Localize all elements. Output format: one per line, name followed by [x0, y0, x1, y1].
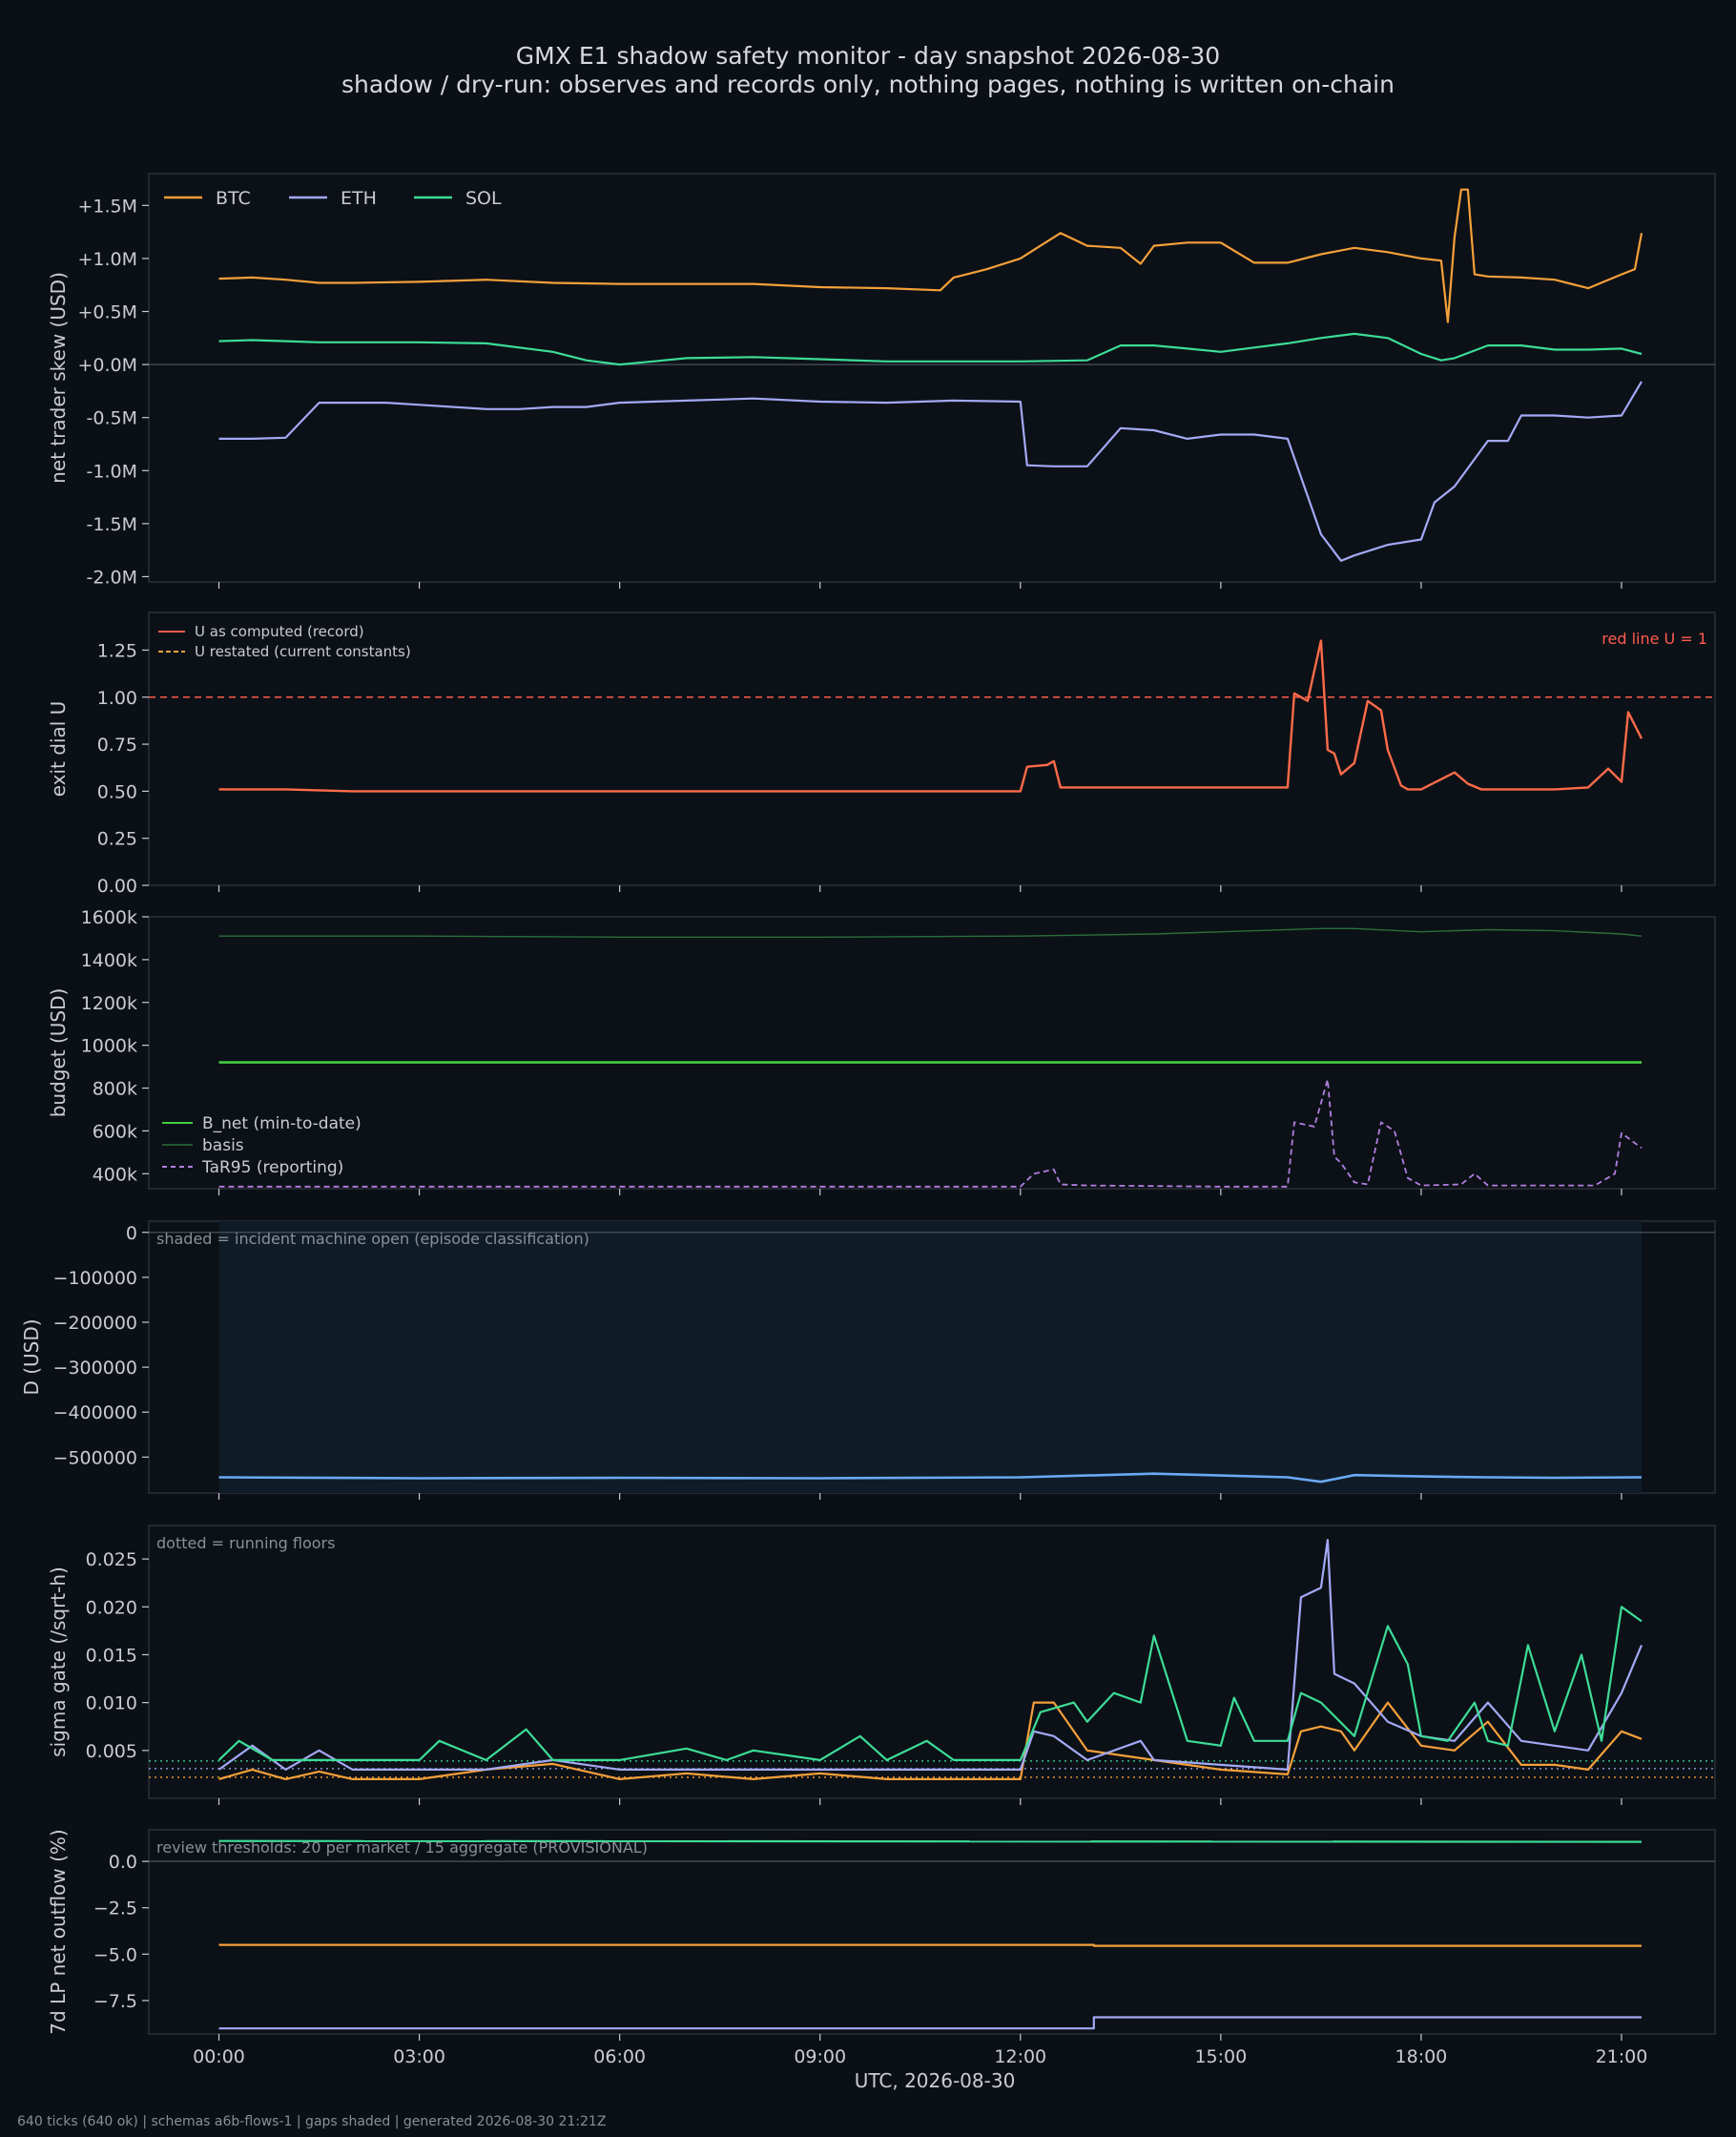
y-tick-label: −5.0 [93, 1944, 137, 1965]
x-tick-label: 00:00 [193, 2046, 245, 2067]
y-axis-label: sigma gate (/sqrt-h) [47, 1566, 70, 1757]
y-axis-label: D (USD) [20, 1318, 43, 1395]
panel-frame [148, 1525, 1716, 1799]
series-sol [218, 1839, 1643, 1843]
y-tick-label: 400k [93, 1164, 137, 1185]
panel-2: 0.00 0.25 0.50 0.75 1.00 1.25 exit dial U red l… [47, 612, 1716, 897]
y-tick-label: 0.0 [109, 1852, 137, 1873]
panel-1: +1.5M +1.0M +0.5M +0.0M -0.5M -1.0M -1.5M -2.0M… [47, 173, 1716, 589]
y-tick-label: +0.5M [77, 302, 137, 323]
y-tick-label: 0.015 [86, 1645, 137, 1666]
y-tick-label: 0 [126, 1223, 137, 1244]
y-tick-label: 1400k [81, 950, 137, 971]
y-tick-label: 1600k [81, 907, 137, 928]
series-eth [217, 1539, 1643, 1771]
footer-text: 640 ticks (640 ok) | schemas a6b-flows-1… [17, 2114, 606, 2129]
series-eth [218, 2016, 1642, 2030]
y-axis-label: budget (USD) [47, 988, 70, 1118]
legend-label: basis [202, 1136, 244, 1155]
series-basis [218, 927, 1643, 938]
y-tick-label: −400000 [53, 1402, 137, 1423]
panel-annotation: shaded = incident machine open (episode … [156, 1230, 589, 1248]
y-tick-label: −7.5 [93, 1991, 137, 2012]
y-axis-label: 7d LP net outflow (%) [47, 1829, 70, 2034]
legend-label: U as computed (record) [195, 623, 364, 640]
red-line-annotation: red line U = 1 [1602, 630, 1707, 648]
y-tick-label: +0.0M [77, 355, 137, 376]
y-tick-label: −200000 [53, 1313, 137, 1334]
x-tick-label: 06:00 [593, 2046, 646, 2067]
legend-label-btc: BTC [216, 188, 251, 209]
y-tick-label: +1.0M [77, 249, 137, 270]
incident-shade [218, 1221, 1642, 1493]
y-tick-label: 0.00 [97, 876, 137, 897]
y-tick-label: -0.5M [87, 408, 137, 429]
y-tick-label: 0.010 [86, 1693, 137, 1714]
series-tar95 [218, 1078, 1643, 1188]
legend-label-sol: SOL [465, 188, 502, 209]
x-axis-label: UTC, 2026-08-30 [855, 2069, 1016, 2092]
y-tick-label: +1.5M [77, 196, 137, 217]
legend-label-eth: ETH [341, 188, 377, 209]
x-tick-label: 21:00 [1596, 2046, 1648, 2067]
x-tick-label: 12:00 [994, 2046, 1046, 2067]
figure-subtitle: shadow / dry-run: observes and records o… [341, 71, 1395, 98]
series-btc [218, 188, 1643, 323]
y-tick-label: 0.50 [97, 781, 137, 802]
y-tick-label: −300000 [53, 1358, 137, 1379]
legend-label: TaR95 (reporting) [201, 1158, 343, 1177]
series-sol [218, 332, 1643, 366]
panel-frame [148, 173, 1716, 583]
panel-5: 0.005 0.010 0.015 0.020 0.025 sigma gate (/sq… [47, 1525, 1716, 1805]
y-tick-label: -2.0M [87, 567, 137, 588]
y-tick-label: 1.00 [97, 688, 137, 709]
y-tick-label: 1.25 [97, 640, 137, 661]
y-tick-label: 1200k [81, 993, 137, 1014]
y-tick-label: 600k [93, 1121, 137, 1142]
panel-annotation: dotted = running floors [156, 1534, 335, 1552]
panel-3: 400k 600k 800k 1000k 1200k 1400k 1600k budget (… [47, 907, 1716, 1195]
x-tick-label: 18:00 [1395, 2046, 1448, 2067]
y-tick-label: -1.0M [87, 461, 137, 482]
panels: +1.5M +1.0M +0.5M +0.0M -0.5M -1.0M -1.5M -2.0M… [20, 173, 1716, 2067]
x-tick-label: 09:00 [794, 2046, 846, 2067]
y-tick-label: −100000 [53, 1268, 137, 1289]
y-tick-label: 0.005 [86, 1741, 137, 1762]
figure-title: GMX E1 shadow safety monitor - day snaps… [516, 42, 1220, 70]
series-sol [217, 1606, 1643, 1761]
series-btc [218, 1943, 1642, 1947]
y-tick-label: 800k [93, 1079, 137, 1100]
panel-frame [148, 916, 1716, 1190]
series-d [218, 1472, 1643, 1483]
y-tick-label: 0.020 [86, 1597, 137, 1618]
y-tick-label: −2.5 [93, 1898, 137, 1919]
y-tick-label: 0.75 [97, 735, 137, 756]
y-tick-label: 0.025 [86, 1549, 137, 1570]
x-tick-label: 03:00 [393, 2046, 445, 2067]
y-tick-label: 1000k [81, 1036, 137, 1057]
series-eth [218, 381, 1643, 562]
y-axis-label: net trader skew (USD) [47, 272, 70, 484]
legend-label: U restated (current constants) [195, 643, 411, 660]
panel-6: 0.0 −2.5 −5.0 −7.5 7d LP net outflow (%) revi… [47, 1829, 1716, 2041]
panel-frame [148, 1829, 1716, 2035]
panel-annotation: review thresholds: 20 per market / 15 ag… [156, 1838, 648, 1857]
x-tick-label: 15:00 [1194, 2046, 1247, 2067]
y-axis-label: exit dial U [47, 701, 70, 798]
series-btc [218, 1701, 1643, 1780]
panel-4: 0 −100000 −200000 −300000 −400000 −500000 D (U… [20, 1220, 1716, 1500]
y-tick-label: 0.25 [97, 829, 137, 850]
y-tick-label: -1.5M [87, 514, 137, 535]
y-tick-label: −500000 [53, 1447, 137, 1468]
series-u-record [218, 639, 1643, 793]
panel-frame [148, 612, 1716, 886]
legend-label: B_net (min-to-date) [202, 1114, 362, 1133]
